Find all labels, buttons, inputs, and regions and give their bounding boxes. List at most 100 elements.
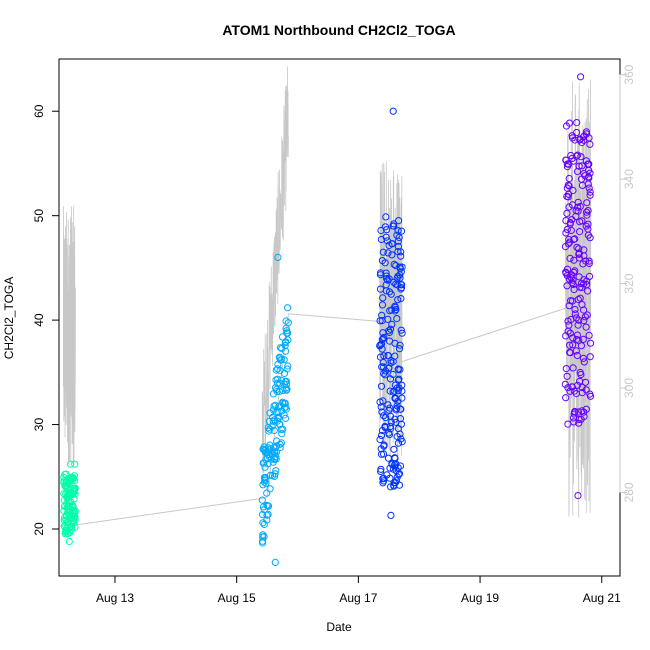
data-point (378, 336, 386, 344)
data-point (274, 415, 282, 423)
data-point (578, 284, 586, 292)
data-point (391, 302, 399, 310)
data-point (378, 345, 386, 353)
data-point (394, 272, 402, 280)
data-point (386, 325, 395, 333)
data-point (575, 316, 583, 324)
data-point (378, 301, 387, 309)
x-tick-label: Aug 21 (583, 591, 621, 605)
data-point (582, 128, 591, 136)
data-point (380, 412, 388, 420)
data-point (379, 335, 387, 343)
data-point (584, 231, 593, 239)
data-point (377, 431, 386, 440)
data-point (576, 294, 584, 302)
data-point (568, 201, 577, 209)
y2-tick-label: 320 (622, 273, 636, 293)
data-point (60, 522, 68, 530)
data-point (562, 394, 570, 402)
data-point (391, 339, 399, 347)
data-point (563, 225, 571, 234)
data-point (395, 375, 403, 383)
data-point (576, 202, 584, 211)
chart-title: ATOM1 Northbound CH2Cl2_TOGA (222, 22, 455, 38)
data-point (576, 218, 584, 226)
data-point (393, 315, 401, 323)
data-point (391, 352, 399, 360)
data-point (571, 305, 579, 314)
data-point (562, 229, 570, 237)
data-point (390, 445, 398, 453)
data-point (579, 260, 587, 268)
data-point (586, 353, 594, 361)
data-point (397, 295, 405, 303)
data-point (574, 381, 582, 389)
data-point (385, 241, 393, 249)
data-point (284, 362, 292, 370)
data-point (394, 365, 402, 373)
data-point (276, 443, 284, 452)
data-point (586, 191, 594, 199)
data-point (71, 460, 79, 468)
y2-tick-label: 300 (622, 378, 636, 398)
data-point (278, 430, 286, 438)
data-point (64, 518, 73, 527)
data-point (562, 122, 571, 130)
data-point (582, 323, 590, 331)
data-point (275, 387, 284, 395)
data-point (274, 360, 282, 368)
data-point (570, 256, 578, 264)
data-point (266, 409, 274, 417)
data-point (387, 511, 395, 520)
data-point (586, 339, 595, 347)
data-point (575, 337, 583, 345)
data-point (282, 377, 290, 385)
data-point (570, 235, 578, 244)
data-point (563, 372, 571, 380)
data-point (380, 442, 388, 450)
data-point (379, 358, 387, 367)
data-point (568, 134, 577, 142)
data-point (385, 327, 393, 335)
data-point (259, 459, 267, 467)
y2-tick-label: 360 (622, 64, 636, 84)
data-point (565, 321, 573, 329)
data-point (565, 275, 574, 283)
data-point (271, 384, 280, 392)
data-point (276, 344, 285, 352)
y-axis: 20 30 40 50 60 (32, 104, 60, 536)
data-point (386, 387, 394, 395)
data-point (64, 503, 72, 511)
data-point (278, 407, 286, 415)
data-point (61, 530, 69, 538)
data-point (376, 435, 384, 444)
data-point (395, 345, 404, 353)
x-tick-label: Aug 13 (96, 591, 134, 605)
data-point (261, 463, 269, 471)
data-point (398, 263, 406, 271)
data-point (271, 558, 279, 567)
data-point (582, 386, 590, 394)
data-point (377, 382, 386, 390)
data-point (264, 424, 272, 432)
data-point (563, 209, 571, 217)
data-point (561, 380, 569, 388)
data-point (390, 260, 398, 268)
data-point (383, 237, 391, 245)
x-axis-label: Date (326, 620, 352, 634)
data-point (378, 363, 386, 371)
data-point (66, 486, 74, 494)
data-point (566, 219, 575, 227)
data-point (575, 162, 583, 170)
data-point (396, 462, 405, 470)
data-point (273, 379, 282, 387)
data-point (564, 317, 572, 325)
data-point (391, 307, 399, 315)
data-point (573, 351, 581, 360)
y-tick-label: 60 (32, 104, 46, 118)
data-point (260, 533, 268, 541)
data-point (581, 172, 589, 180)
data-point (69, 506, 78, 515)
data-point (278, 356, 286, 364)
x-tick-label: Aug 19 (461, 591, 499, 605)
